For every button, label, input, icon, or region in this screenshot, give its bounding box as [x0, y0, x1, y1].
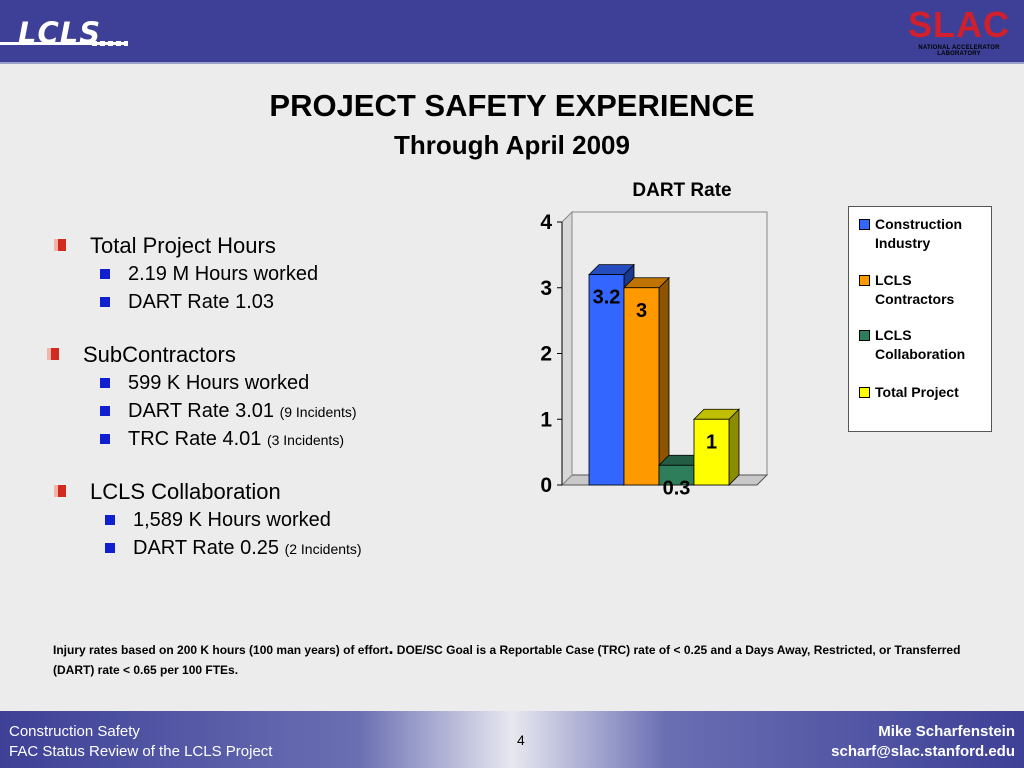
y-tick-label: 1 [540, 408, 552, 431]
dart-rate-chart: 0 1 2 3 4 3.2 3 0.3 1 [540, 210, 769, 499]
footer-author: Mike Scharfenstein [878, 723, 1015, 740]
bar [588, 274, 625, 486]
slide-title: PROJECT SAFETY EXPERIENCE [269, 88, 755, 123]
slac-logo: SLAC NATIONAL ACCELERATOR LABORATORY [900, 4, 1018, 58]
section-heading: SubContractors [47, 342, 236, 367]
bar [693, 418, 730, 486]
data-label: 0.3 [663, 477, 691, 499]
legend-item: LCLS Contractors [859, 271, 989, 309]
legend-swatch [859, 219, 870, 230]
list-item: DART Rate 1.03 [99, 291, 275, 314]
footnote-part1: Injury rates based on 200 K hours (100 m… [53, 643, 389, 657]
data-label: 1 [706, 431, 717, 453]
y-tick-label: 0 [540, 474, 552, 497]
legend-label: LCLS Collaboration [875, 327, 966, 362]
footer-left-line1: Construction Safety [9, 723, 140, 740]
page-number: 4 [517, 732, 525, 748]
data-label: 3.2 [593, 287, 621, 309]
footer-bar: Construction Safety FAC Status Review of… [0, 711, 1024, 768]
list-item: TRC Rate 4.01 (3 Incidents) [100, 428, 344, 451]
list-item-text: TRC Rate 4.01 [128, 428, 267, 450]
legend-swatch [859, 387, 870, 398]
list-item-note: (2 Incidents) [284, 541, 362, 557]
data-label: 3 [636, 300, 647, 322]
legend-label: Total Project [875, 384, 959, 400]
list-item-note: (3 Incidents) [266, 432, 344, 448]
list-item-text: 599 K Hours worked [128, 372, 310, 394]
section-heading: Total Project Hours [54, 233, 276, 258]
lcls-logo-text: LCLS [18, 16, 102, 50]
footnote: Injury rates based on 200 K hours (100 m… [53, 638, 983, 680]
lcls-logo-line [0, 42, 125, 45]
list-item: 599 K Hours worked [99, 372, 310, 395]
bar-side [728, 408, 740, 486]
chart-title: DART Rate [632, 180, 732, 201]
y-tick-label: 4 [540, 211, 552, 234]
lcls-logo: LCLS [0, 8, 130, 52]
list-item-text: DART Rate 3.01 [128, 400, 280, 422]
list-item-text: 2.19 M Hours worked [128, 263, 319, 285]
footnote-dot: . [388, 638, 394, 658]
legend-label: Construction Industry [875, 216, 963, 251]
header-bar: LCLS SLAC NATIONAL ACCELERATOR LABORATOR… [0, 0, 1024, 64]
legend-swatch [859, 275, 870, 286]
chart-legend: Construction Industry LCLS Contractors L… [848, 206, 992, 432]
y-tick-label: 2 [540, 343, 552, 366]
list-item: 2.19 M Hours worked [99, 263, 319, 286]
footnote-part2: DOE/SC Goal is a Reportable Case (TRC) r… [53, 643, 961, 677]
footer-left: Construction Safety FAC Status Review of… [9, 722, 272, 762]
bar-side [658, 276, 670, 486]
legend-item: Construction Industry [859, 215, 989, 253]
list-item-note: (9 Incidents) [279, 404, 357, 420]
footer-email: scharf@slac.stanford.edu [831, 743, 1015, 760]
slac-logo-subtitle: NATIONAL ACCELERATOR LABORATORY [918, 45, 1000, 57]
list-item: DART Rate 0.25 (2 Incidents) [105, 537, 362, 560]
list-item-text: DART Rate 0.25 [133, 537, 285, 559]
section-heading: LCLS Collaboration [54, 479, 281, 504]
footer-right: Mike Scharfenstein scharf@slac.stanford.… [831, 722, 1015, 762]
lcls-logo-dots [92, 41, 128, 46]
slide-subtitle: Through April 2009 [394, 130, 630, 160]
footer-left-line2: FAC Status Review of the LCLS Project [9, 743, 273, 760]
list-item: 1,589 K Hours worked [105, 509, 331, 532]
slac-logo-text: SLAC [908, 4, 1010, 45]
chart-side-wall [561, 210, 573, 487]
list-item-text: 1,589 K Hours worked [133, 509, 331, 531]
list-item: DART Rate 3.01 (9 Incidents) [100, 400, 357, 423]
list-item-text: DART Rate 1.03 [128, 291, 275, 313]
legend-item: LCLS Collaboration [859, 326, 989, 364]
bar [623, 287, 660, 486]
legend-swatch [859, 330, 870, 341]
legend-item: Total Project [859, 383, 989, 402]
legend-label: LCLS Contractors [875, 272, 955, 307]
y-tick-label: 3 [540, 277, 552, 300]
